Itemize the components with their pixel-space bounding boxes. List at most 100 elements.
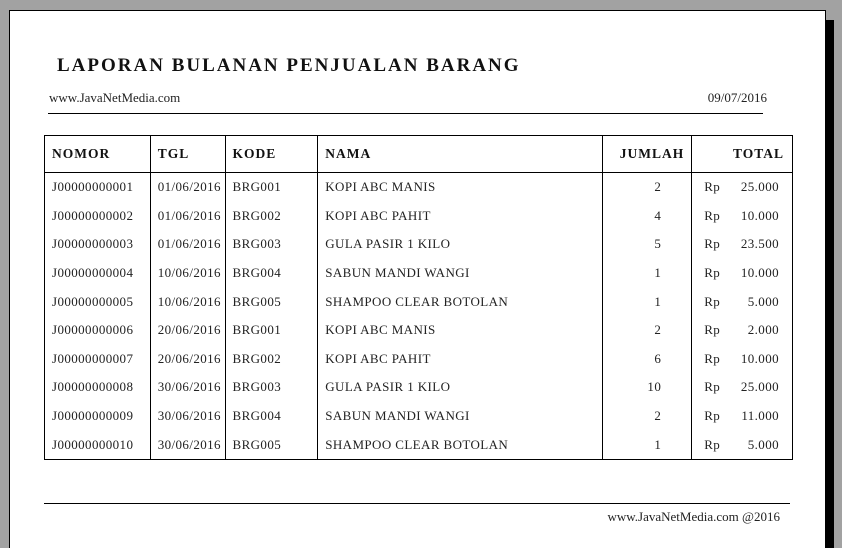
- cell-nomor: J00000000004: [45, 258, 151, 288]
- column-header-nomor: NOMOR: [45, 136, 151, 172]
- table-row: J00000000007 20/06/2016 BRG002 KOPI ABC …: [45, 344, 792, 374]
- cell-nomor: J00000000003: [45, 230, 151, 259]
- footer-text: www.JavaNetMedia.com @2016: [607, 509, 780, 524]
- cell-total: Rp 2.000: [692, 316, 792, 345]
- cell-jumlah: 1: [603, 430, 693, 459]
- table-row: J00000000010 30/06/2016 BRG005 SHAMPOO C…: [45, 430, 792, 459]
- footer-rule: [44, 503, 790, 504]
- table-row: J00000000006 20/06/2016 BRG001 KOPI ABC …: [45, 315, 792, 345]
- cell-total: Rp 25.000: [692, 173, 792, 202]
- currency-prefix: Rp: [704, 408, 721, 424]
- currency-prefix: Rp: [704, 293, 721, 309]
- column-header-total: TOTAL: [732, 146, 784, 161]
- cell-jumlah: 1: [603, 287, 693, 316]
- header-rule: [48, 113, 763, 114]
- cell-total: Rp 25.000: [692, 373, 792, 402]
- cell-tgl: 30/06/2016: [151, 401, 226, 431]
- total-amount: 25.000: [740, 379, 779, 395]
- cell-kode: BRG005: [226, 287, 319, 316]
- cell-nomor: J00000000002: [45, 201, 151, 231]
- cell-tgl: 01/06/2016: [151, 201, 226, 231]
- table-row: J00000000008 30/06/2016 BRG003 GULA PASI…: [45, 373, 792, 402]
- cell-tgl: 30/06/2016: [151, 373, 226, 402]
- total-amount: 10.000: [740, 207, 779, 223]
- cell-jumlah: 2: [603, 401, 693, 431]
- cell-total: Rp 10.000: [692, 202, 792, 231]
- cell-tgl: 01/06/2016: [151, 173, 226, 202]
- cell-jumlah: 1: [603, 258, 693, 288]
- cell-total: Rp 10.000: [692, 345, 792, 374]
- cell-nama: KOPI ABC MANIS: [318, 315, 604, 345]
- cell-kode: BRG004: [226, 401, 319, 431]
- total-amount: 10.000: [740, 265, 779, 281]
- cell-nomor: J00000000007: [45, 344, 151, 374]
- cell-kode: BRG004: [226, 258, 319, 288]
- cell-nomor: J00000000008: [45, 373, 151, 402]
- cell-nama: SHAMPOO CLEAR BOTOLAN: [318, 430, 604, 459]
- cell-nama: SABUN MANDI WANGI: [318, 258, 604, 288]
- table-body: J00000000001 01/06/2016 BRG001 KOPI ABC …: [45, 173, 792, 459]
- currency-prefix: Rp: [704, 265, 721, 281]
- cell-nomor: J00000000010: [45, 430, 151, 459]
- currency-prefix: Rp: [704, 179, 721, 195]
- cell-jumlah: 10: [603, 373, 693, 402]
- cell-jumlah: 5: [603, 230, 693, 259]
- currency-prefix: Rp: [704, 207, 721, 223]
- cell-nomor: J00000000005: [45, 287, 151, 316]
- cell-nomor: J00000000009: [45, 401, 151, 431]
- column-header-tgl: TGL: [151, 136, 226, 172]
- cell-total: Rp 11.000: [692, 402, 792, 431]
- column-header-nama: NAMA: [318, 136, 604, 172]
- cell-jumlah: 6: [603, 344, 693, 374]
- cell-nama: SABUN MANDI WANGI: [318, 401, 604, 431]
- currency-prefix: Rp: [704, 436, 721, 452]
- cell-nama: KOPI ABC PAHIT: [318, 201, 604, 231]
- total-amount: 11.000: [741, 408, 779, 424]
- currency-prefix: Rp: [704, 379, 721, 395]
- cell-nomor: J00000000006: [45, 315, 151, 345]
- cell-nama: KOPI ABC PAHIT: [318, 344, 604, 374]
- cell-tgl: 10/06/2016: [151, 287, 226, 316]
- table-row: J00000000009 30/06/2016 BRG004 SABUN MAN…: [45, 401, 792, 431]
- cell-tgl: 20/06/2016: [151, 344, 226, 374]
- currency-prefix: Rp: [704, 350, 721, 366]
- currency-prefix: Rp: [704, 236, 721, 252]
- cell-tgl: 10/06/2016: [151, 258, 226, 288]
- cell-kode: BRG003: [226, 230, 319, 259]
- cell-kode: BRG005: [226, 430, 319, 459]
- cell-total: Rp 23.500: [692, 230, 792, 259]
- website-text: www.JavaNetMedia.com: [49, 90, 181, 105]
- total-amount: 2.000: [747, 322, 779, 338]
- cell-total: Rp 5.000: [692, 287, 792, 316]
- cell-kode: BRG001: [226, 315, 319, 345]
- column-header-jumlah: JUMLAH: [603, 136, 693, 172]
- table-row: J00000000001 01/06/2016 BRG001 KOPI ABC …: [45, 173, 792, 202]
- column-header-kode: KODE: [226, 136, 319, 172]
- table-header-row: NOMOR TGL KODE NAMA JUMLAH TOTAL: [45, 136, 792, 173]
- report-title: LAPORAN BULANAN PENJUALAN BARANG: [57, 55, 521, 76]
- cell-nama: SHAMPOO CLEAR BOTOLAN: [318, 287, 604, 316]
- table-row: J00000000003 01/06/2016 BRG003 GULA PASI…: [45, 230, 792, 259]
- cell-tgl: 30/06/2016: [151, 430, 226, 459]
- table-row: J00000000004 10/06/2016 BRG004 SABUN MAN…: [45, 258, 792, 288]
- currency-prefix: Rp: [704, 322, 721, 338]
- cell-total: Rp 5.000: [692, 430, 792, 459]
- total-amount: 10.000: [740, 350, 779, 366]
- cell-nomor: J00000000001: [45, 173, 151, 202]
- cell-tgl: 01/06/2016: [151, 230, 226, 259]
- cell-total: Rp 10.000: [692, 259, 792, 288]
- table-row: J00000000005 10/06/2016 BRG005 SHAMPOO C…: [45, 287, 792, 316]
- cell-kode: BRG001: [226, 173, 319, 202]
- cell-kode: BRG002: [226, 344, 319, 374]
- report-meta-row: www.JavaNetMedia.com 09/07/2016: [49, 90, 767, 106]
- cell-kode: BRG002: [226, 201, 319, 231]
- sales-table: NOMOR TGL KODE NAMA JUMLAH TOTAL J000000…: [44, 135, 793, 460]
- total-amount: 5.000: [747, 293, 779, 309]
- total-amount: 5.000: [747, 436, 779, 452]
- report-page: LAPORAN BULANAN PENJUALAN BARANG www.Jav…: [9, 10, 826, 548]
- cell-nama: GULA PASIR 1 KILO: [318, 230, 604, 259]
- report-date: 09/07/2016: [707, 90, 767, 105]
- cell-nama: GULA PASIR 1 KILO: [318, 373, 604, 402]
- table-row: J00000000002 01/06/2016 BRG002 KOPI ABC …: [45, 201, 792, 231]
